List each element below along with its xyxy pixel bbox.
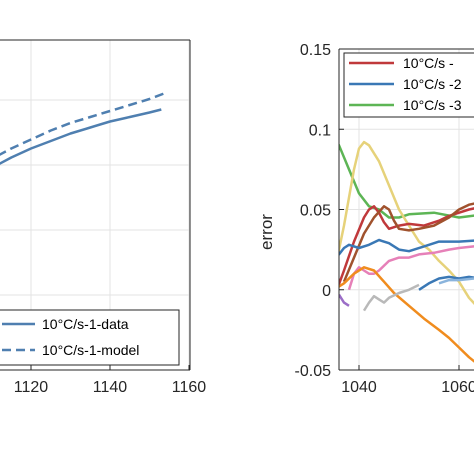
- left-legend: 10°C/s-1-data 10°C/s-1-model: [0, 309, 180, 366]
- left-legend-box: [0, 309, 180, 366]
- right-series-line-4: [342, 202, 474, 283]
- right-series-line-5: [339, 238, 474, 256]
- left-series-group: [0, 91, 166, 165]
- left-legend-label-data: 10°C/s-1-data: [42, 316, 129, 332]
- left-legend-label-model: 10°C/s-1-model: [42, 342, 139, 358]
- right-y-tick-label: 0.15: [300, 42, 331, 59]
- right-x-ticks: 1040 1060: [341, 365, 474, 396]
- right-y-tick-label: -0.05: [295, 363, 332, 380]
- left-x-tick-label: 1120: [14, 379, 49, 396]
- right-legend-label-2: 10°C/s -2: [403, 76, 462, 92]
- right-legend: 10°C/s - 10°C/s -2 10°C/s -3: [343, 52, 474, 118]
- right-x-tick-label: 1040: [341, 379, 377, 396]
- left-series-line-1: [0, 108, 162, 165]
- right-series-group: [339, 140, 474, 363]
- left-series-line-2: [0, 91, 166, 156]
- right-series-line-2: [339, 140, 474, 305]
- left-x-tick-label: 1160: [172, 379, 207, 396]
- right-series-line-11: [339, 293, 350, 307]
- right-y-tick-label: 0.05: [300, 203, 331, 220]
- right-y-tick-label: 0: [322, 283, 331, 300]
- right-series-line-1: [339, 142, 474, 219]
- right-y-ticks: -0.05 0 0.05 0.1 0.15: [295, 42, 344, 380]
- left-x-ticks: 1120 1140 1160: [14, 365, 207, 396]
- right-series-line-7: [339, 266, 474, 363]
- right-legend-label-1: 10°C/s -: [403, 55, 454, 71]
- right-y-tick-label: 0.1: [309, 122, 331, 139]
- right-series-line-10: [438, 277, 474, 285]
- right-x-tick-label: 1060: [441, 379, 474, 396]
- left-chart: 1120 1140 1160 10°C/s-1-data 10°C/s-1-mode…: [0, 39, 207, 396]
- right-series-line-3: [339, 205, 474, 288]
- right-series-line-9: [418, 275, 474, 291]
- right-chart: -0.05 0 0.05 0.1 0.15 1040 1060 error 10°C/s …: [257, 42, 474, 396]
- right-y-axis-label: error: [257, 214, 276, 250]
- right-legend-label-3: 10°C/s -3: [403, 97, 462, 113]
- right-series-line-8: [362, 283, 420, 312]
- left-x-tick-label: 1140: [93, 379, 128, 396]
